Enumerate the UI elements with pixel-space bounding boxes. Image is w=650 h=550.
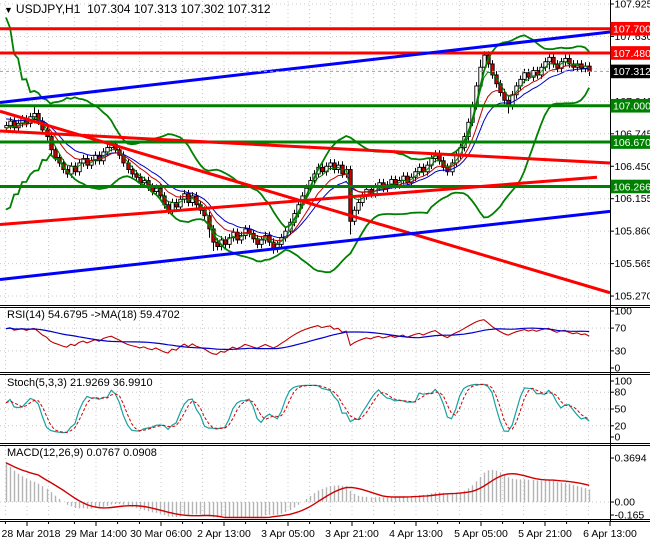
macd-signal-line	[5, 462, 590, 519]
chart-title: ▼ USDJPY,H1 107.304 107.313 107.302 107.3…	[4, 2, 271, 16]
time-axis-label: 5 Apr 05:00	[454, 528, 508, 540]
time-axis-labels: 28 Mar 2018 29 Mar 14:00 30 Mar 06:00 2 Apr…	[2, 521, 637, 540]
time-axis-label: 30 Mar 06:00	[130, 528, 192, 540]
time-axis-label: 2 Apr 13:00	[197, 528, 251, 540]
macd-layer	[0, 462, 610, 519]
symbol-timeframe: USDJPY,H1	[15, 2, 81, 16]
time-axis-label: 3 Apr 05:00	[261, 528, 315, 540]
svg-text:107.000: 107.000	[613, 101, 650, 113]
grid-layer	[0, 1, 610, 518]
svg-text:80: 80	[615, 387, 627, 399]
price-axis-label: 106.450	[615, 161, 650, 173]
svg-text:100: 100	[615, 376, 633, 388]
rsi-layer	[0, 319, 610, 355]
price-axis-label: 105.270	[615, 291, 650, 303]
svg-text:20: 20	[615, 420, 627, 432]
price-axis-label: 105.565	[615, 258, 650, 270]
time-axis-label: 3 Apr 21:00	[325, 528, 379, 540]
svg-text:0.00: 0.00	[615, 497, 636, 509]
rsi-indicator-label: RSI(14) 54.6795 ->MA(18) 59.4702	[7, 309, 180, 321]
trendline-support-ascending	[0, 175, 598, 227]
svg-text:107.700: 107.700	[613, 24, 650, 36]
svg-text:107.480: 107.480	[613, 48, 650, 60]
price-badge-107.000	[610, 98, 650, 113]
svg-text:0: 0	[615, 432, 621, 444]
stoch-pane[interactable]	[0, 375, 610, 443]
price-badge-107.480	[610, 46, 650, 60]
price-badge-106.266	[610, 179, 650, 194]
time-axis-label: 29 Mar 14:00	[65, 528, 127, 540]
price-axis[interactable]	[610, 0, 650, 521]
stoch-d-line	[5, 383, 590, 433]
time-axis-label: 28 Mar 2018	[2, 528, 61, 540]
axes-layer	[0, 0, 650, 522]
stoch-indicator-label: Stoch(5,3,3) 21.9269 36.9910	[7, 377, 153, 389]
svg-text:107.312: 107.312	[613, 66, 650, 78]
svg-text:-0.165: -0.165	[615, 510, 645, 522]
main-pane-layer	[0, 17, 610, 295]
time-axis-label: 6 Apr 13:00	[583, 528, 637, 540]
price-axis-badges: 107.700 107.480 107.312 107.000 106.670 106.2…	[610, 21, 650, 194]
dropdown-arrow-icon[interactable]: ▼	[4, 5, 13, 15]
price-axis-label: 105.860	[615, 226, 650, 238]
price-axis-label: 107.925	[615, 0, 650, 11]
svg-text:106.266: 106.266	[613, 181, 650, 193]
trendline-channel-lower	[0, 209, 610, 282]
stoch-k-line	[5, 383, 590, 434]
time-axis-label: 5 Apr 21:00	[518, 528, 572, 540]
svg-text:50: 50	[615, 404, 627, 416]
svg-text:0.3694: 0.3694	[615, 453, 647, 465]
trendline-resistance-steep-descending	[0, 109, 610, 295]
trendline-channel-upper	[0, 30, 610, 104]
svg-text:70: 70	[615, 323, 627, 335]
trendlines	[0, 30, 610, 295]
time-axis-label: 4 Apr 13:00	[389, 528, 443, 540]
rsi-line	[5, 319, 590, 355]
stoch-layer	[0, 383, 610, 434]
quote-ohlc: 107.304 107.313 107.302 107.312	[87, 2, 271, 16]
rsi-pane[interactable]	[0, 308, 610, 372]
svg-text:106.670: 106.670	[613, 137, 650, 149]
svg-text:30: 30	[615, 345, 627, 357]
macd-indicator-label: MACD(12,26,9) 0.0767 0.0908	[7, 447, 157, 459]
price-badge-107.700	[610, 21, 650, 36]
rsi-ma-line	[5, 327, 590, 351]
price-axis-label: 106.155	[615, 193, 650, 205]
trendline-resistance-shallow-descending	[0, 129, 610, 165]
svg-text:100: 100	[615, 306, 633, 318]
main-price-pane[interactable]	[0, 0, 610, 305]
svg-text:0: 0	[615, 363, 621, 375]
time-axis[interactable]	[0, 521, 650, 550]
price-badge-107.312	[610, 64, 650, 79]
price-badge-106.670	[610, 135, 650, 149]
macd-pane[interactable]	[0, 446, 610, 519]
